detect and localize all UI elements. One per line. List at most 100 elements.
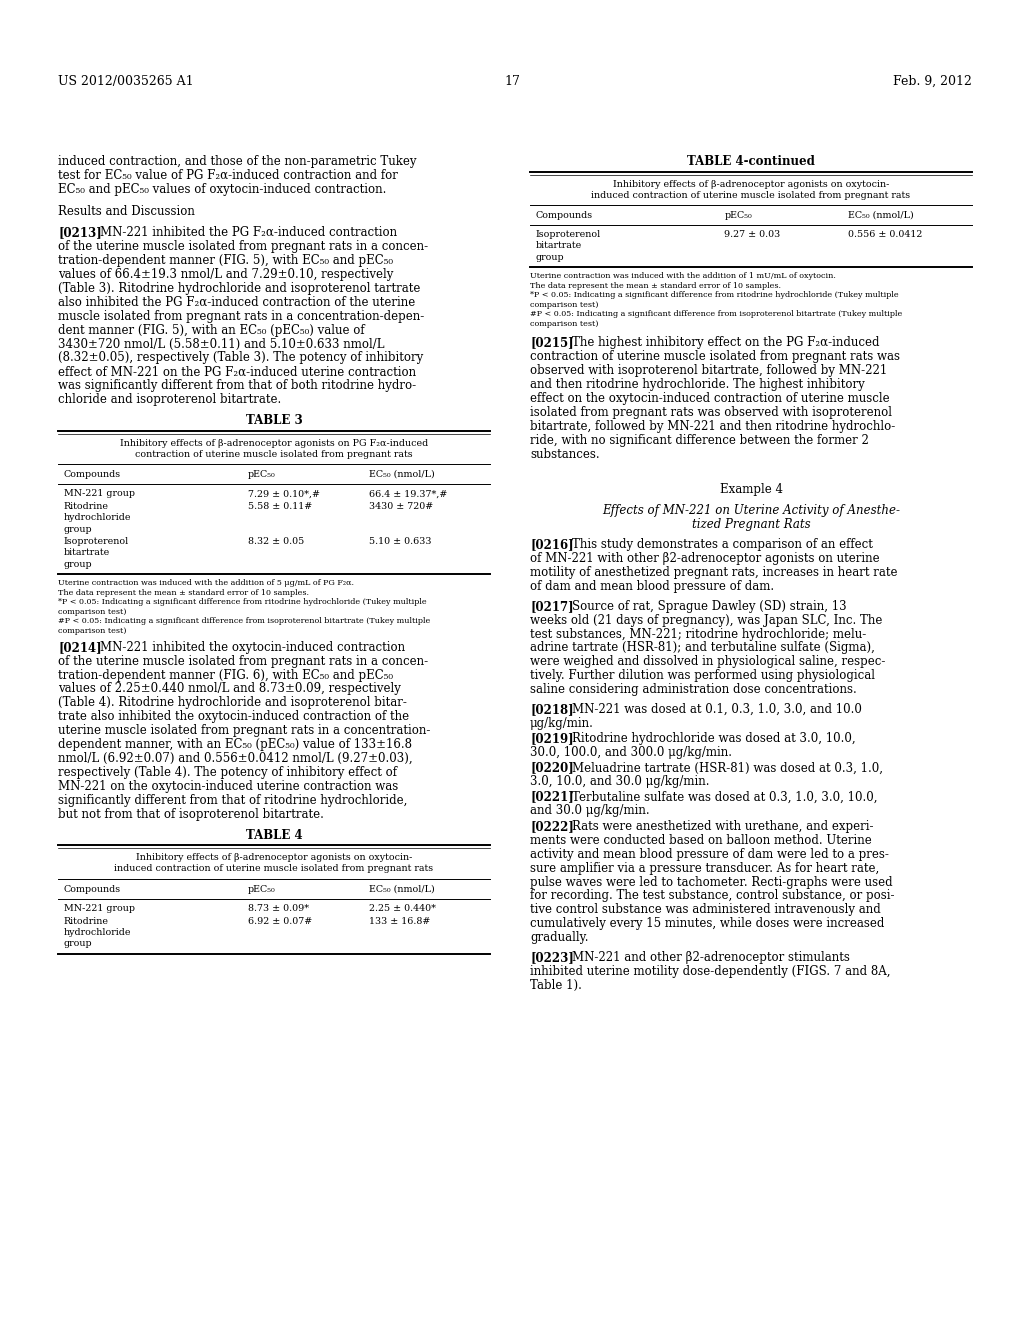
Text: isolated from pregnant rats was observed with isoproterenol: isolated from pregnant rats was observed… [530,407,892,418]
Text: effect on the oxytocin-induced contraction of uterine muscle: effect on the oxytocin-induced contracti… [530,392,890,405]
Text: respectively (Table 4). The potency of inhibitory effect of: respectively (Table 4). The potency of i… [58,766,397,779]
Text: cumulatively every 15 minutes, while doses were increased: cumulatively every 15 minutes, while dos… [530,917,885,931]
Text: *P < 0.05: Indicating a significant difference from ritodrine hydrochloride (Tuk: *P < 0.05: Indicating a significant diff… [58,598,427,606]
Text: of MN-221 with other β2-adrenoceptor agonists on uterine: of MN-221 with other β2-adrenoceptor ago… [530,552,880,565]
Text: (Table 4). Ritodrine hydrochloride and isoproterenol bitar-: (Table 4). Ritodrine hydrochloride and i… [58,697,407,709]
Text: group: group [536,252,564,261]
Text: 0.556 ± 0.0412: 0.556 ± 0.0412 [848,230,923,239]
Text: ride, with no significant difference between the former 2: ride, with no significant difference bet… [530,434,869,447]
Text: Inhibitory effects of β-adrenoceptor agonists on oxytocin-: Inhibitory effects of β-adrenoceptor ago… [136,853,413,862]
Text: induced contraction of uterine muscle isolated from pregnant rats: induced contraction of uterine muscle is… [115,865,433,874]
Text: Compounds: Compounds [63,884,121,894]
Text: [0213]: [0213] [58,226,101,239]
Text: Terbutaline sulfate was dosed at 0.3, 1.0, 3.0, 10.0,: Terbutaline sulfate was dosed at 0.3, 1.… [571,791,878,804]
Text: significantly different from that of ritodrine hydrochloride,: significantly different from that of rit… [58,793,408,807]
Text: 2.25 ± 0.440*: 2.25 ± 0.440* [369,904,436,913]
Text: MN-221 group: MN-221 group [63,490,135,499]
Text: 8.73 ± 0.09*: 8.73 ± 0.09* [248,904,309,913]
Text: MN-221 was dosed at 0.1, 0.3, 1.0, 3.0, and 10.0: MN-221 was dosed at 0.1, 0.3, 1.0, 3.0, … [571,702,861,715]
Text: induced contraction of uterine muscle isolated from pregnant rats: induced contraction of uterine muscle is… [592,190,910,199]
Text: Ritodrine: Ritodrine [63,917,109,925]
Text: This study demonstrates a comparison of an effect: This study demonstrates a comparison of … [571,539,872,552]
Text: (8.32±0.05), respectively (Table 3). The potency of inhibitory: (8.32±0.05), respectively (Table 3). The… [58,351,423,364]
Text: group: group [63,560,92,569]
Text: observed with isoproterenol bitartrate, followed by MN-221: observed with isoproterenol bitartrate, … [530,364,887,378]
Text: comparison test): comparison test) [58,627,127,635]
Text: 8.32 ± 0.05: 8.32 ± 0.05 [248,537,304,546]
Text: Uterine contraction was induced with the addition of 5 μg/mL of PG F₂α.: Uterine contraction was induced with the… [58,579,354,587]
Text: pulse waves were led to tachometer. Recti-graphs were used: pulse waves were led to tachometer. Rect… [530,875,893,888]
Text: Feb. 9, 2012: Feb. 9, 2012 [893,75,972,88]
Text: of the uterine muscle isolated from pregnant rats in a concen-: of the uterine muscle isolated from preg… [58,655,428,668]
Text: [0216]: [0216] [530,539,573,552]
Text: group: group [63,524,92,533]
Text: EC₅₀ (nmol/L): EC₅₀ (nmol/L) [369,884,435,894]
Text: saline considering administration dose concentrations.: saline considering administration dose c… [530,684,857,696]
Text: dependent manner, with an EC₅₀ (pEC₅₀) value of 133±16.8: dependent manner, with an EC₅₀ (pEC₅₀) v… [58,738,412,751]
Text: inhibited uterine motility dose-dependently (FIGS. 7 and 8A,: inhibited uterine motility dose-dependen… [530,965,891,978]
Text: Meluadrine tartrate (HSR-81) was dosed at 0.3, 1.0,: Meluadrine tartrate (HSR-81) was dosed a… [571,762,883,775]
Text: US 2012/0035265 A1: US 2012/0035265 A1 [58,75,194,88]
Text: Effects of MN-221 on Uterine Activity of Anesthe-: Effects of MN-221 on Uterine Activity of… [602,503,900,516]
Text: pEC₅₀: pEC₅₀ [725,211,753,220]
Text: uterine muscle isolated from pregnant rats in a concentration-: uterine muscle isolated from pregnant ra… [58,725,430,738]
Text: [0220]: [0220] [530,762,573,775]
Text: pEC₅₀: pEC₅₀ [248,470,275,479]
Text: chloride and isoproterenol bitartrate.: chloride and isoproterenol bitartrate. [58,393,282,407]
Text: MN-221 and other β2-adrenoceptor stimulants: MN-221 and other β2-adrenoceptor stimula… [571,950,850,964]
Text: and 30.0 μg/kg/min.: and 30.0 μg/kg/min. [530,804,649,817]
Text: [0222]: [0222] [530,820,573,833]
Text: was significantly different from that of both ritodrine hydro-: was significantly different from that of… [58,379,416,392]
Text: test substances, MN-221; ritodrine hydrochloride; melu-: test substances, MN-221; ritodrine hydro… [530,627,866,640]
Text: tive control substance was administered intravenously and: tive control substance was administered … [530,903,881,916]
Text: bitartrate: bitartrate [63,549,111,557]
Text: Ritodrine hydrochloride was dosed at 3.0, 10.0,: Ritodrine hydrochloride was dosed at 3.0… [571,733,855,744]
Text: EC₅₀ and pEC₅₀ values of oxytocin-induced contraction.: EC₅₀ and pEC₅₀ values of oxytocin-induce… [58,183,386,195]
Text: contraction of uterine muscle isolated from pregnant rats was: contraction of uterine muscle isolated f… [530,350,900,363]
Text: 6.92 ± 0.07#: 6.92 ± 0.07# [248,917,312,925]
Text: sure amplifier via a pressure transducer. As for heart rate,: sure amplifier via a pressure transducer… [530,862,880,875]
Text: 3430±720 nmol/L (5.58±0.11) and 5.10±0.633 nmol/L: 3430±720 nmol/L (5.58±0.11) and 5.10±0.6… [58,338,384,351]
Text: 3430 ± 720#: 3430 ± 720# [369,502,433,511]
Text: substances.: substances. [530,447,600,461]
Text: values of 66.4±19.3 nmol/L and 7.29±0.10, respectively: values of 66.4±19.3 nmol/L and 7.29±0.10… [58,268,393,281]
Text: MN-221 inhibited the PG F₂α-induced contraction: MN-221 inhibited the PG F₂α-induced cont… [99,226,396,239]
Text: Source of rat, Sprague Dawley (SD) strain, 13: Source of rat, Sprague Dawley (SD) strai… [571,599,846,612]
Text: values of 2.25±0.440 nmol/L and 8.73±0.09, respectively: values of 2.25±0.440 nmol/L and 8.73±0.0… [58,682,400,696]
Text: but not from that of isoproterenol bitartrate.: but not from that of isoproterenol bitar… [58,808,324,821]
Text: comparison test): comparison test) [58,609,127,616]
Text: #P < 0.05: Indicating a significant difference from isoproterenol bitartrate (Tu: #P < 0.05: Indicating a significant diff… [58,618,430,626]
Text: 3.0, 10.0, and 30.0 μg/kg/min.: 3.0, 10.0, and 30.0 μg/kg/min. [530,775,710,788]
Text: 66.4 ± 19.37*,#: 66.4 ± 19.37*,# [369,490,447,499]
Text: test for EC₅₀ value of PG F₂α-induced contraction and for: test for EC₅₀ value of PG F₂α-induced co… [58,169,398,182]
Text: nmol/L (6.92±0.07) and 0.556±0.0412 nmol/L (9.27±0.03),: nmol/L (6.92±0.07) and 0.556±0.0412 nmol… [58,752,413,766]
Text: #P < 0.05: Indicating a significant difference from isoproterenol bitartrate (Tu: #P < 0.05: Indicating a significant diff… [530,310,902,318]
Text: 7.29 ± 0.10*,#: 7.29 ± 0.10*,# [248,490,321,499]
Text: pEC₅₀: pEC₅₀ [248,884,275,894]
Text: activity and mean blood pressure of dam were led to a pres-: activity and mean blood pressure of dam … [530,847,889,861]
Text: adrine tartrate (HSR-81); and terbutaline sulfate (Sigma),: adrine tartrate (HSR-81); and terbutalin… [530,642,874,655]
Text: The highest inhibitory effect on the PG F₂α-induced: The highest inhibitory effect on the PG … [571,337,880,350]
Text: for recording. The test substance, control substance, or posi-: for recording. The test substance, contr… [530,890,895,903]
Text: [0219]: [0219] [530,733,573,744]
Text: Table 1).: Table 1). [530,978,582,991]
Text: Compounds: Compounds [63,470,121,479]
Text: motility of anesthetized pregnant rats, increases in heart rate: motility of anesthetized pregnant rats, … [530,566,897,579]
Text: 30.0, 100.0, and 300.0 μg/kg/min.: 30.0, 100.0, and 300.0 μg/kg/min. [530,746,732,759]
Text: tration-dependent manner (FIG. 5), with EC₅₀ and pEC₅₀: tration-dependent manner (FIG. 5), with … [58,253,393,267]
Text: Rats were anesthetized with urethane, and experi-: Rats were anesthetized with urethane, an… [571,820,873,833]
Text: gradually.: gradually. [530,931,589,944]
Text: [0218]: [0218] [530,702,573,715]
Text: 5.10 ± 0.633: 5.10 ± 0.633 [369,537,431,546]
Text: TABLE 4: TABLE 4 [246,829,302,842]
Text: 9.27 ± 0.03: 9.27 ± 0.03 [725,230,780,239]
Text: trate also inhibited the oxytocin-induced contraction of the: trate also inhibited the oxytocin-induce… [58,710,410,723]
Text: contraction of uterine muscle isolated from pregnant rats: contraction of uterine muscle isolated f… [135,450,413,459]
Text: Example 4: Example 4 [720,483,782,496]
Text: Inhibitory effects of β-adrenoceptor agonists on oxytocin-: Inhibitory effects of β-adrenoceptor ago… [612,180,889,189]
Text: tration-dependent manner (FIG. 6), with EC₅₀ and pEC₅₀: tration-dependent manner (FIG. 6), with … [58,668,393,681]
Text: (Table 3). Ritodrine hydrochloride and isoproterenol tartrate: (Table 3). Ritodrine hydrochloride and i… [58,281,421,294]
Text: of the uterine muscle isolated from pregnant rats in a concen-: of the uterine muscle isolated from preg… [58,240,428,253]
Text: ments were conducted based on balloon method. Uterine: ments were conducted based on balloon me… [530,834,871,846]
Text: weeks old (21 days of pregnancy), was Japan SLC, Inc. The: weeks old (21 days of pregnancy), was Ja… [530,614,883,627]
